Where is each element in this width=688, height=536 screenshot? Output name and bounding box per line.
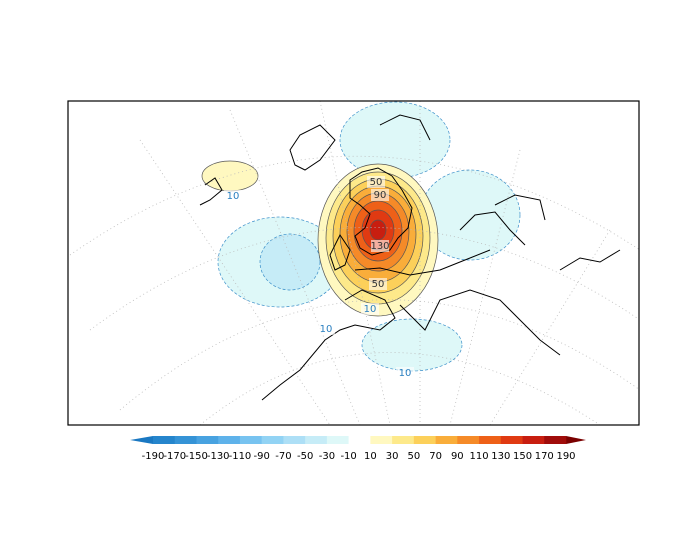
colorbar-box [218,436,241,444]
graticule [69,101,639,425]
colorbar-label: -70 [275,451,291,462]
colorbar-box [153,436,176,444]
colorbar-box [457,436,480,444]
contour-label: 10 [364,304,377,315]
colorbar-box [239,436,262,444]
colorbar-box [522,436,545,444]
contour-label: 130 [370,241,389,252]
colorbar-label: 170 [535,451,554,462]
colorbar-label: 10 [364,451,377,462]
colorbar-extend [566,436,586,444]
contour-label: 10 [320,324,333,335]
label-bg [396,367,414,379]
contour-region [419,169,521,261]
colorbar-box [326,436,349,444]
colorbar-box [500,436,523,444]
colorbar-box [392,436,415,444]
contour-region [339,101,451,179]
colorbar-label: -110 [229,451,252,462]
label-bg [369,278,387,290]
contour-label: 50 [370,177,383,188]
colorbar-extend [130,436,153,444]
colorbar-box [348,436,371,444]
contour-label: 10 [227,191,240,202]
contour-labels: 10 50 90 130 50 10 10 10 [224,176,414,379]
colorbar-box [174,436,197,444]
colorbar-label: -30 [319,451,335,462]
contour-region [369,219,387,241]
colorbar-label: 30 [386,451,399,462]
contour-label: 90 [374,190,387,201]
colorbar-label: -150 [185,451,208,462]
colorbar-label: -10 [340,451,356,462]
colorbar-label: -90 [254,451,270,462]
colorbar-box [305,436,328,444]
label-bg [361,303,379,315]
colorbar-label: 90 [451,451,464,462]
coastlines [199,114,621,401]
colorbar-label: -130 [207,451,230,462]
label-bg [371,240,389,252]
colorbar-label: -190 [142,451,165,462]
colorbar-box [435,436,458,444]
contour-fills [201,101,521,372]
contour-label: 10 [399,368,412,379]
colorbar: -190 -170 -150 -130 -110 -90 -70 -50 -30 -10 10 30 5… [130,436,586,462]
label-bg [367,176,385,188]
colorbar-box [196,436,219,444]
contour-region [259,233,321,291]
colorbar-label: 130 [491,451,510,462]
colorbar-label: 70 [429,451,442,462]
colorbar-box [261,436,284,444]
label-bg [371,189,389,201]
contour-label: 50 [372,279,385,290]
colorbar-box [413,436,436,444]
colorbar-label: 50 [407,451,420,462]
colorbar-label: 190 [556,451,575,462]
colorbar-box [479,436,502,444]
colorbar-label: 110 [470,451,489,462]
colorbar-box [544,436,567,444]
map-frame [67,100,640,426]
label-bg [224,190,242,202]
label-bg [317,323,335,335]
colorbar-label: -170 [163,451,186,462]
colorbar-box [283,436,306,444]
contour-region [201,160,259,192]
colorbar-label: 150 [513,451,532,462]
colorbar-box [370,436,393,444]
colorbar-label: -50 [297,451,313,462]
